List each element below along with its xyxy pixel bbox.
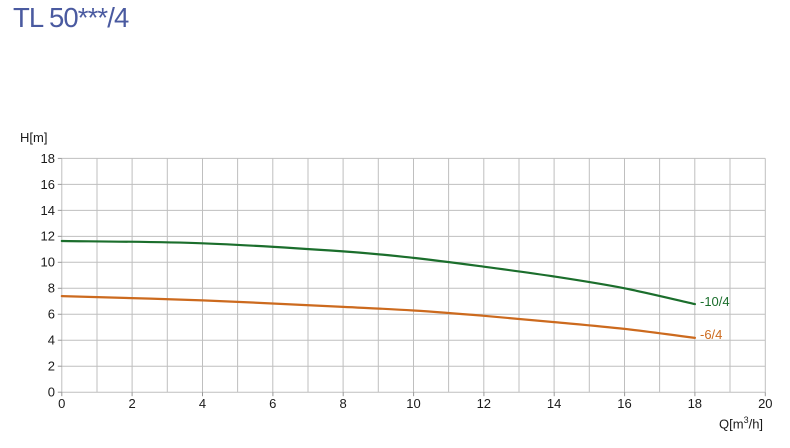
svg-text:14: 14 (41, 203, 55, 218)
svg-text:8: 8 (48, 281, 55, 296)
svg-text:-6/4: -6/4 (700, 327, 722, 342)
svg-text:4: 4 (199, 396, 206, 411)
svg-text:6: 6 (48, 307, 55, 322)
svg-text:2: 2 (48, 359, 55, 374)
svg-text:2: 2 (128, 396, 135, 411)
svg-text:10: 10 (406, 396, 420, 411)
svg-text:18: 18 (41, 151, 55, 166)
svg-text:6: 6 (269, 396, 276, 411)
svg-text:12: 12 (41, 229, 55, 244)
svg-text:16: 16 (41, 177, 55, 192)
svg-text:14: 14 (547, 396, 561, 411)
svg-text:10: 10 (41, 255, 55, 270)
svg-text:0: 0 (48, 385, 55, 400)
svg-text:16: 16 (617, 396, 631, 411)
svg-text:4: 4 (48, 333, 55, 348)
svg-text:12: 12 (477, 396, 491, 411)
svg-text:18: 18 (688, 396, 702, 411)
svg-text:0: 0 (58, 396, 65, 411)
svg-text:-10/4: -10/4 (700, 294, 730, 309)
svg-text:8: 8 (339, 396, 346, 411)
svg-text:20: 20 (758, 396, 772, 411)
